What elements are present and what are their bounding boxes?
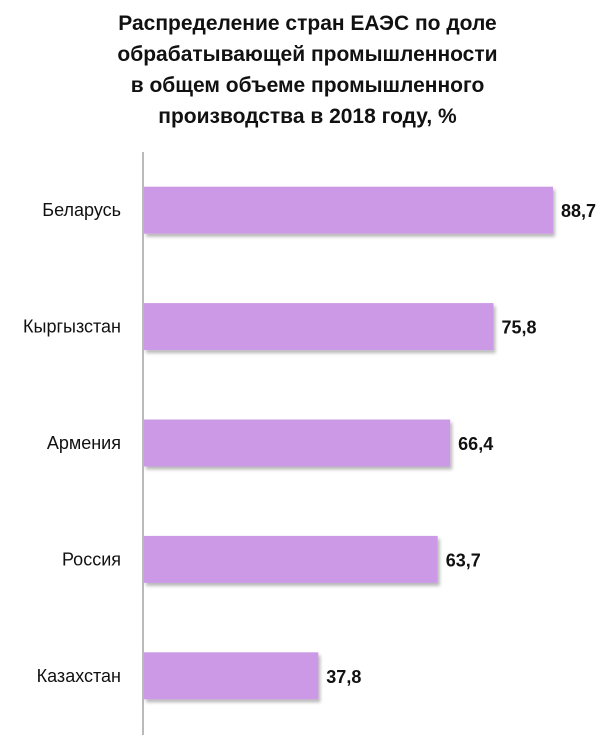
category-label-3: Армения xyxy=(47,433,121,453)
chart-title-line-3: в общем объеме промышленного xyxy=(130,74,485,97)
value-label-5: 37,8 xyxy=(326,667,361,687)
value-label-2: 75,8 xyxy=(502,318,537,338)
value-label-4: 63,7 xyxy=(446,550,481,570)
bar-3 xyxy=(144,419,451,467)
category-label-4: Россия xyxy=(62,549,121,569)
chart-title-line-1: Распределение стран ЕАЭС по доле xyxy=(118,12,497,35)
chart-title: Распределение стран ЕАЭС по доле обрабат… xyxy=(0,8,615,132)
bar-5 xyxy=(144,652,319,700)
value-label-3: 66,4 xyxy=(458,434,493,454)
bar-1 xyxy=(144,186,553,234)
bar-2 xyxy=(144,303,494,351)
bars-layer: Беларусь 88,7 Кыргызстан 75,8 Армения 66,4 Рос… xyxy=(23,186,596,700)
bar-4 xyxy=(144,535,438,583)
chart-title-line-2: обрабатывающей промышленности xyxy=(117,43,498,66)
category-label-5: Казахстан xyxy=(37,666,121,686)
category-label-1: Беларусь xyxy=(42,200,121,220)
value-label-1: 88,7 xyxy=(561,201,596,221)
chart-title-line-4: производства в 2018 году, % xyxy=(158,105,457,128)
category-label-2: Кыргызстан xyxy=(23,317,121,337)
